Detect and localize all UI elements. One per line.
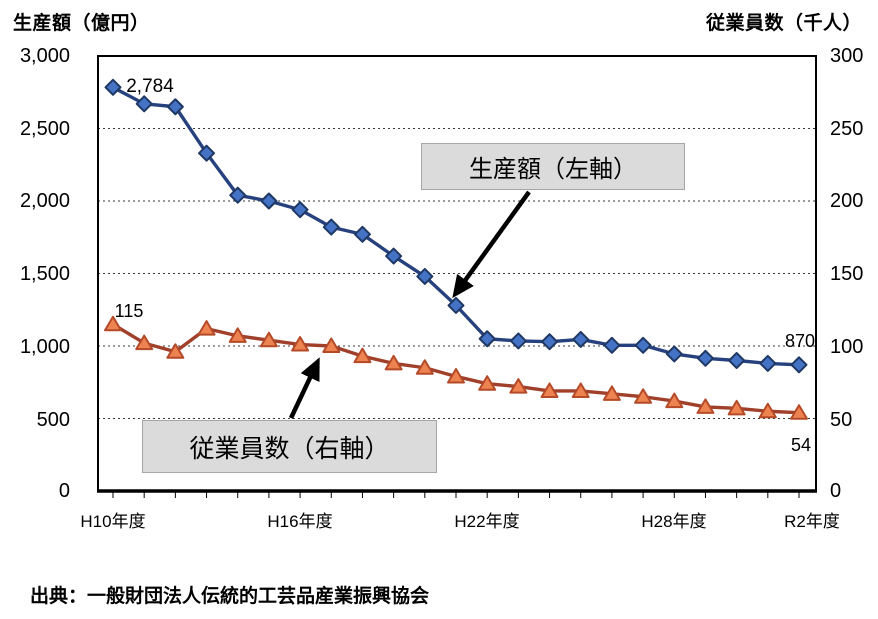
left-axis-tick: 1,500 [19, 263, 70, 285]
employees-marker [384, 354, 403, 371]
right-axis-tick: 150 [830, 263, 864, 285]
label-employees-last: 54 [790, 435, 812, 455]
production-line [111, 85, 801, 367]
production-marker [790, 356, 808, 374]
employees-marker [135, 334, 154, 351]
x-axis-tick-h22: H22年度 [454, 512, 520, 531]
x-axis-tick-h28: H28年度 [641, 512, 707, 531]
left-axis-tick: 0 [58, 480, 70, 502]
production-marker [260, 192, 278, 210]
production-marker [447, 296, 465, 314]
production-marker [104, 78, 122, 96]
right-axis-tick: 200 [830, 190, 864, 212]
right-axis-tick: 250 [830, 118, 864, 140]
left-axis-tick: 2,500 [19, 118, 70, 140]
employees-marker [104, 315, 122, 332]
production-marker [416, 267, 434, 285]
right-axis-tick: 300 [830, 45, 864, 67]
production-marker [572, 330, 590, 348]
left-axis-title: 生産額（億円） [13, 13, 150, 34]
production-marker [135, 95, 153, 113]
employees-marker [447, 367, 465, 384]
employees-marker [509, 378, 528, 394]
production-marker [696, 349, 714, 367]
right-axis-tick: 100 [830, 336, 864, 358]
left-axis-tick: 500 [36, 409, 70, 431]
arrow-production-callout [452, 190, 531, 299]
employees-marker [665, 392, 684, 409]
source-text: 出典：一般財団法人伝統的工芸品産業振興協会 [30, 586, 430, 607]
production-marker [229, 186, 247, 204]
employees-marker [602, 385, 621, 401]
right-axis-tick: 0 [830, 480, 842, 502]
callout-production-left-axis: 生産額（左軸） [421, 143, 685, 190]
left-axis-tick: 1,000 [19, 336, 70, 358]
label-production-first: 2,784 [126, 76, 174, 97]
production-marker [385, 247, 403, 265]
arrow-employees-callout [288, 357, 320, 419]
production-marker [353, 225, 371, 243]
employees-marker [353, 347, 372, 364]
left-axis-tick: 3,000 [19, 45, 70, 67]
left-axis-tick: 2,000 [19, 190, 70, 212]
production-marker [509, 332, 527, 350]
employees-marker [634, 388, 653, 404]
production-marker [603, 336, 621, 354]
x-axis-tick-h10: H10年度 [80, 512, 146, 531]
employees-marker [259, 331, 278, 348]
employees-marker [228, 327, 247, 343]
employees-marker [478, 375, 497, 391]
x-axis-tick-h16: H16年度 [267, 512, 333, 531]
employees-marker [758, 402, 777, 419]
production-marker [322, 218, 340, 236]
x-axis-tick-r2: R2年度 [784, 512, 840, 531]
production-marker [166, 98, 184, 116]
production-marker [634, 336, 652, 354]
label-production-last: 870 [784, 331, 816, 351]
production-marker [198, 144, 216, 162]
employees-marker [197, 320, 216, 336]
employees-marker [291, 336, 310, 352]
employees-marker [322, 337, 341, 353]
production-marker [478, 330, 496, 348]
production-marker [728, 352, 746, 369]
right-axis-tick: 50 [830, 409, 853, 431]
production-marker [541, 333, 559, 351]
production-marker [759, 354, 777, 372]
label-employees-first: 115 [114, 301, 144, 321]
employees-marker [727, 399, 746, 416]
right-axis-title: 従業員数（千人） [705, 13, 862, 34]
employees-marker [790, 404, 808, 420]
employees-marker [415, 359, 434, 375]
callout-employees-right-axis: 従業員数（右軸） [142, 420, 437, 473]
employees-marker [571, 382, 590, 398]
employees-marker [166, 343, 185, 359]
employees-marker [696, 398, 715, 414]
production-marker [665, 345, 683, 363]
employees-marker [540, 382, 559, 398]
production-marker [291, 201, 309, 219]
